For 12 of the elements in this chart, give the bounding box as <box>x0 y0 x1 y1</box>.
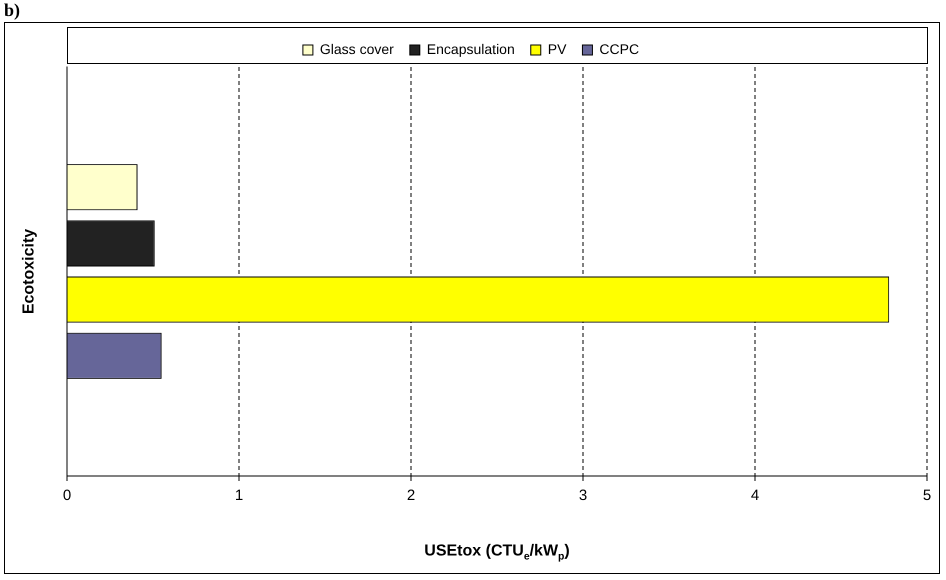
y-axis-title: Ecotoxicity <box>20 228 38 314</box>
chart-title: b) <box>4 0 20 21</box>
legend-label: Encapsulation <box>426 40 515 57</box>
x-tick-label: 0 <box>62 487 72 504</box>
x-tick-label: 2 <box>406 487 416 504</box>
x-tick-label: 5 <box>922 487 932 504</box>
legend-label: Glass cover <box>320 40 394 57</box>
x-tick-label: 1 <box>234 487 244 504</box>
legend-label: PV <box>548 40 568 57</box>
x-tick-label: 3 <box>578 487 588 504</box>
legend-label: CCPC <box>599 40 640 57</box>
x-tick-label: 4 <box>750 487 760 504</box>
